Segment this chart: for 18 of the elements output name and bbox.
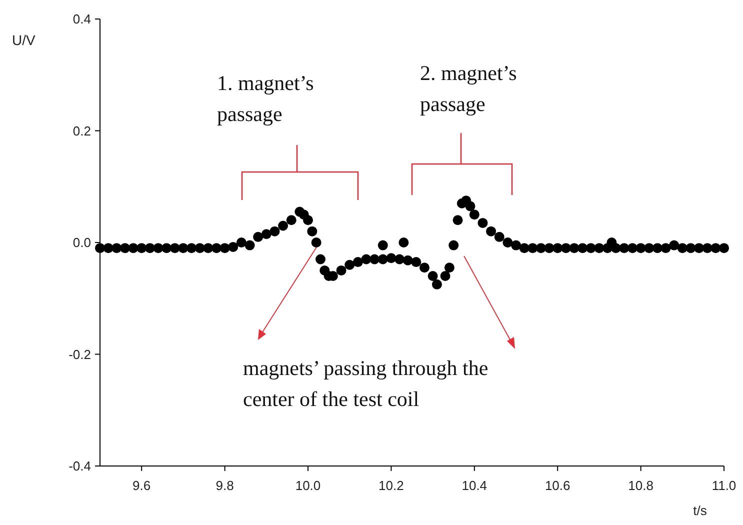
y-tick-label: 0.4 [72,12,91,26]
annotation: magnets’ passing through the center of the test coil [243,356,488,411]
annotation: 1. magnet’s passage [217,71,314,126]
x-tick-label: 9.6 [132,478,151,493]
annotation: 2. magnet’s passage [420,61,517,116]
y-tick-label: -0.2 [68,346,91,362]
x-axis-title: t/s [693,503,708,518]
x-tick-label: 11.0 [712,478,736,493]
x-tick-label: 10.8 [628,478,654,493]
x-tick-label: 10.4 [462,478,488,493]
y-tick-label: -0.4 [68,458,91,474]
x-tick-label: 10.2 [378,478,404,493]
y-axis-title: U/V [12,32,36,48]
y-tick-label: 0.0 [72,235,91,250]
y-tick-label: 0.2 [72,123,91,138]
x-tick-label: 9.8 [216,478,234,493]
x-tick-label: 10.0 [295,478,321,493]
x-tick-label: 10.6 [544,478,570,493]
